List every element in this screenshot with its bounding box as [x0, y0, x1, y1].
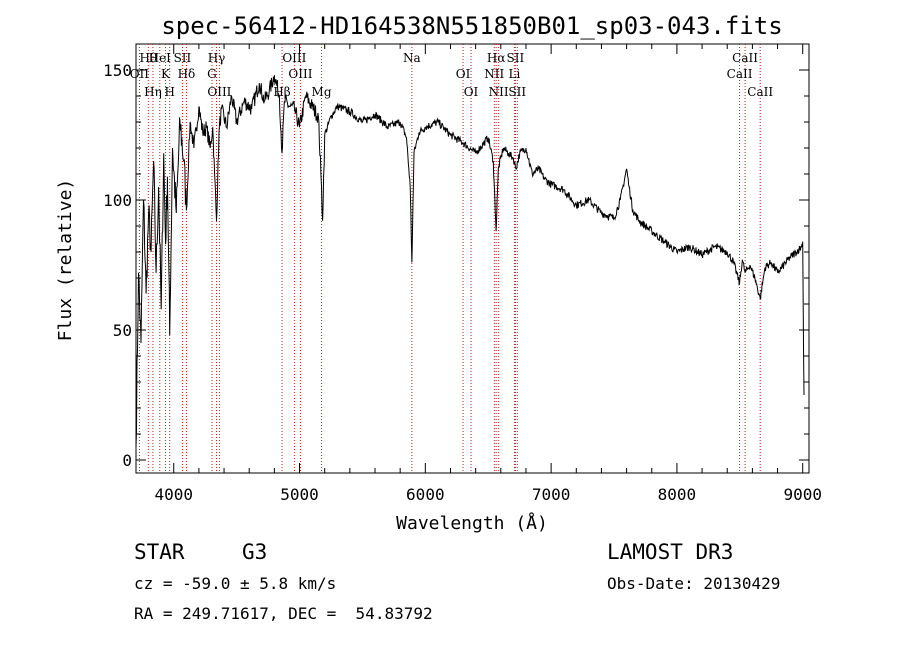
spectral-line-label: OI [456, 67, 471, 81]
x-tick-label: 9000 [783, 485, 822, 504]
spectral-line-label: OII [130, 67, 150, 81]
spectral-line-label: OIII [207, 85, 231, 99]
spectral-line-label: SII [174, 51, 192, 65]
survey-name: LAMOST DR3 [607, 540, 734, 564]
x-tick-label: 8000 [658, 485, 697, 504]
observation-date: Obs-Date: 20130429 [607, 574, 781, 593]
x-tick-label: 7000 [532, 485, 571, 504]
plot-frame [135, 43, 810, 474]
x-tick-label: 5000 [280, 485, 319, 504]
spectral-line-label: Hγ [208, 51, 226, 65]
spectral-line-label: SII [507, 51, 525, 65]
y-tick-label: 50 [113, 321, 132, 340]
chart-title: spec-56412-HD164538N551850B01_sp03-043.f… [161, 12, 782, 40]
y-axis-label: Flux (relative) [55, 179, 76, 342]
spectral-line-label: Na [403, 51, 421, 65]
sky-coordinates: RA = 249.71617, DEC = 54.83792 [134, 604, 433, 623]
spectral-line-label: Hβ [273, 85, 290, 99]
spectral-line-label: Hη [144, 85, 162, 99]
object-type: STAR [134, 540, 185, 564]
spectral-line-label: OIII [282, 51, 306, 65]
subclass: G3 [242, 540, 268, 564]
axis-ticks [136, 44, 809, 473]
spectral-line-markers [138, 44, 761, 473]
y-tick-label: 100 [103, 191, 132, 210]
spectrum-line [135, 75, 805, 448]
spectral-line-label: NII [484, 67, 504, 81]
spectral-line-label: G [207, 67, 217, 81]
spectral-line-label: Hα [487, 51, 506, 65]
spectral-line-label: HeI [149, 51, 172, 65]
spectral-line-labels: HθOIIHηHeIKHSIIHδOIIIHγGHβOIIIOIIIMgNaOI… [130, 51, 774, 99]
spectral-line-label: Hδ [178, 67, 196, 81]
spectral-line-label: OI [464, 85, 479, 99]
spectral-line-label: Mg [312, 85, 332, 99]
axis-tick-labels: 4000 5000 6000 7000 8000 9000 0 50 100 150 [103, 61, 822, 504]
spectral-line-label: H [164, 85, 174, 99]
spectral-line-label: Li [508, 67, 520, 81]
y-tick-label: 150 [103, 61, 132, 80]
spectral-line-label: NII [489, 85, 509, 99]
spectral-line-label: CaII [727, 67, 753, 81]
x-tick-label: 6000 [406, 485, 445, 504]
spectral-line-label: K [161, 67, 171, 81]
y-tick-label: 0 [122, 451, 132, 470]
x-axis-label: Wavelength (Å) [396, 512, 548, 534]
spectral-line-label: CaII [747, 85, 773, 99]
spectral-line-label: CaII [732, 51, 758, 65]
spectral-line-label: SII [508, 85, 526, 99]
spectral-line-label: Hθ [139, 51, 157, 65]
x-tick-label: 4000 [154, 485, 193, 504]
spectral-line-label: OIII [288, 67, 312, 81]
redshift-velocity: cz = -59.0 ± 5.8 km/s [134, 574, 337, 593]
